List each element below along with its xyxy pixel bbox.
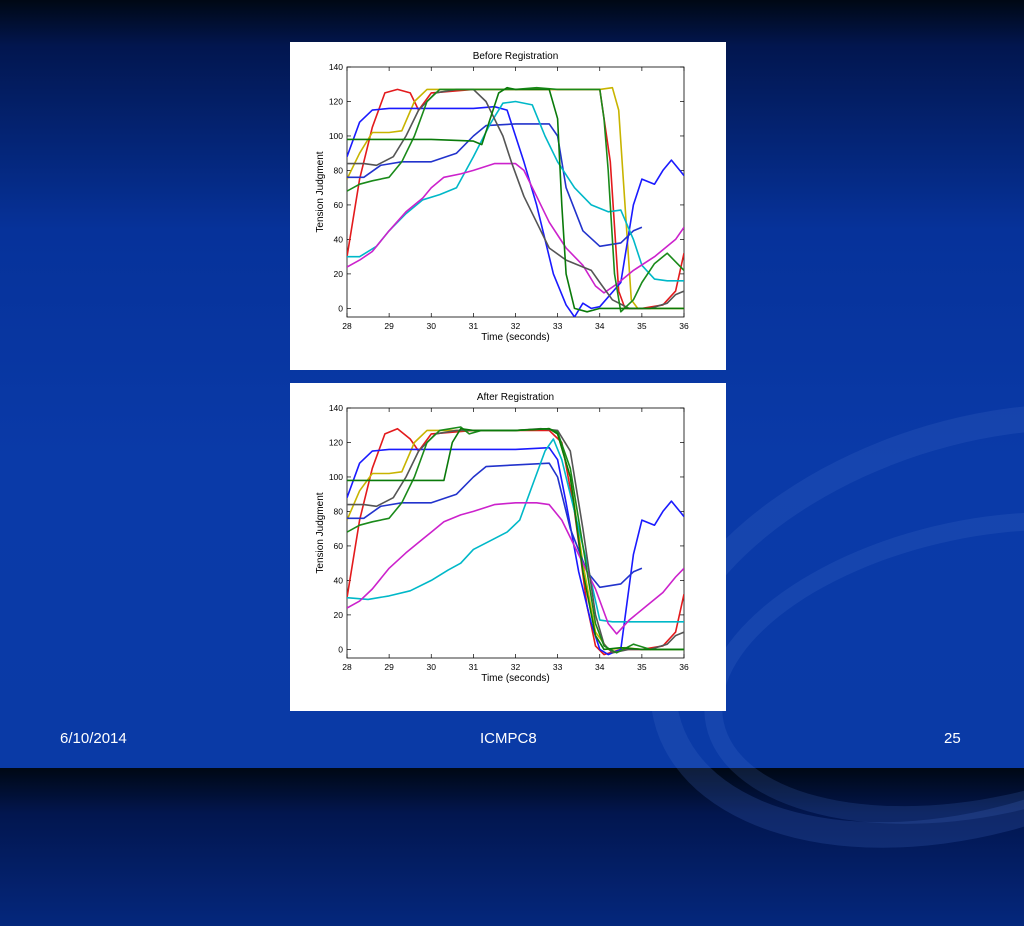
chart0-ytick-label-7: 140 <box>329 62 343 72</box>
chart0-xtick-label-7: 35 <box>637 321 647 331</box>
chart1-ytick-label-4: 80 <box>334 506 344 516</box>
chart-before-registration: Before Registration 28 29 30 31 32 33 34 35 36 0 20… <box>290 42 726 370</box>
chart1-series-line-5 <box>347 502 684 635</box>
chart1-series-line-6 <box>347 427 684 654</box>
chart0-xtick-label-5: 33 <box>553 321 563 331</box>
chart1-title: After Registration <box>477 392 554 403</box>
chart0-axes-box <box>346 66 685 318</box>
chart0-series-line-6 <box>347 88 684 310</box>
chart1-series-line-0 <box>347 427 684 656</box>
chart0-series-line-2 <box>347 105 684 317</box>
chart1-xtick-label-1: 29 <box>384 662 394 672</box>
chart0-ytick-label-6: 120 <box>329 96 343 106</box>
chart-svg-after: After Registration 28 29 30 31 32 33 34 35 36 0 20 4… <box>315 392 689 684</box>
footer-conference: ICMPC8 <box>480 730 537 747</box>
chart1-xtick-label-8: 36 <box>679 662 689 672</box>
chart1-xtick-label-2: 30 <box>427 662 437 672</box>
chart0-ytick-label-0: 0 <box>338 303 343 313</box>
chart1-xtick-label-3: 31 <box>469 662 479 672</box>
chart1-ytick-label-6: 120 <box>329 437 343 447</box>
chart0-xtick-label-2: 30 <box>427 321 437 331</box>
chart1-xtick-label-4: 32 <box>511 662 521 672</box>
footer-date: 6/10/2014 <box>60 730 127 747</box>
chart0-series-line-5 <box>347 162 684 294</box>
chart0-xtick-label-0: 28 <box>342 321 352 331</box>
chart1-ylabel: Tension Judgment <box>315 492 326 573</box>
chart1-xlabel: Time (seconds) <box>481 673 550 684</box>
chart0-ytick-label-3: 60 <box>334 200 344 210</box>
chart1-ytick-label-3: 60 <box>334 541 344 551</box>
chart1-ytick-label-2: 40 <box>334 575 344 585</box>
chart0-ytick-label-5: 100 <box>329 131 343 141</box>
chart1-ytick-label-0: 0 <box>338 644 343 654</box>
chart1-xtick-label-6: 34 <box>595 662 605 672</box>
chart0-series-line-7 <box>347 86 684 313</box>
chart0-series-line-8 <box>347 86 684 313</box>
chart0-ytick-label-1: 20 <box>334 269 344 279</box>
footer-page-number: 25 <box>944 730 961 747</box>
chart0-series-line-3 <box>347 123 643 248</box>
chart1-xtick-label-7: 35 <box>637 662 647 672</box>
chart0-xtick-label-4: 32 <box>511 321 521 331</box>
chart1-series-line-4 <box>347 438 684 623</box>
chart0-xtick-label-3: 31 <box>469 321 479 331</box>
chart1-ytick-label-5: 100 <box>329 472 343 482</box>
chart1-series-line-8 <box>347 427 684 651</box>
chart1-xtick-label-0: 28 <box>342 662 352 672</box>
chart0-xtick-label-1: 29 <box>384 321 394 331</box>
chart1-ytick-label-1: 20 <box>334 610 344 620</box>
chart-svg-before: Before Registration 28 29 30 31 32 33 34 35 36 0 20… <box>315 51 689 343</box>
chart0-xlabel: Time (seconds) <box>481 332 550 343</box>
chart1-series-line-2 <box>347 446 684 656</box>
chart0-ytick-label-4: 80 <box>334 165 344 175</box>
chart0-title: Before Registration <box>473 51 559 62</box>
chart0-ytick-label-2: 40 <box>334 234 344 244</box>
chart0-series-line-1 <box>347 86 684 310</box>
chart0-series-line-0 <box>347 88 684 310</box>
chart1-series-line-7 <box>347 426 684 654</box>
chart0-xtick-label-8: 36 <box>679 321 689 331</box>
chart0-xtick-label-6: 34 <box>595 321 605 331</box>
chart1-xtick-label-5: 33 <box>553 662 563 672</box>
chart-after-registration: After Registration 28 29 30 31 32 33 34 35 36 0 20 4… <box>290 383 726 711</box>
background-swirl-inner <box>675 465 1024 871</box>
chart1-ytick-label-7: 140 <box>329 403 343 413</box>
chart1-series-line-3 <box>347 462 643 589</box>
chart0-ylabel: Tension Judgment <box>315 151 326 232</box>
chart0-series-line-4 <box>347 100 684 282</box>
chart1-axes-box <box>346 407 685 659</box>
